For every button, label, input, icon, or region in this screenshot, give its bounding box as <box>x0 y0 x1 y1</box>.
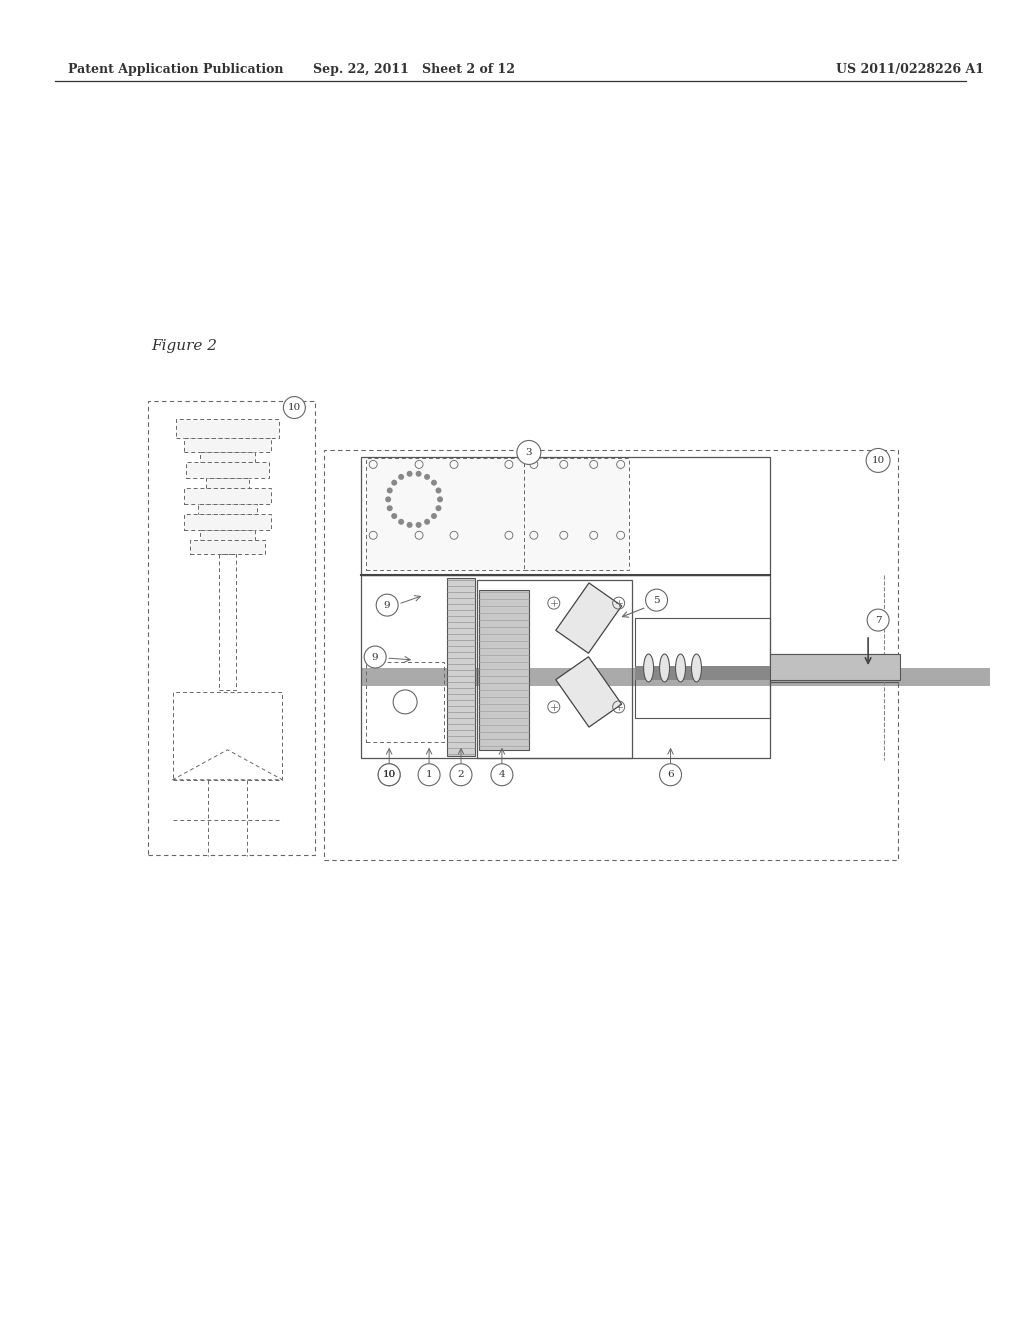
Bar <box>361 576 770 758</box>
Circle shape <box>424 474 430 480</box>
Text: 1: 1 <box>426 771 432 779</box>
Circle shape <box>517 441 541 465</box>
Bar <box>200 453 255 462</box>
Bar <box>361 458 770 576</box>
Ellipse shape <box>676 653 685 682</box>
Circle shape <box>867 609 889 631</box>
Circle shape <box>450 764 472 785</box>
Bar <box>477 581 632 758</box>
Polygon shape <box>556 583 622 653</box>
Circle shape <box>378 764 400 785</box>
Circle shape <box>416 471 422 477</box>
Text: 5: 5 <box>653 595 659 605</box>
Bar <box>183 488 271 504</box>
Text: US 2011/0228226 A1: US 2011/0228226 A1 <box>837 63 984 77</box>
Circle shape <box>385 496 391 503</box>
Circle shape <box>398 519 404 525</box>
Bar <box>183 438 271 453</box>
Text: Patent Application Publication: Patent Application Publication <box>68 63 284 77</box>
Circle shape <box>416 521 422 528</box>
Bar <box>367 458 561 570</box>
Text: 10: 10 <box>871 455 885 465</box>
Bar <box>367 663 444 742</box>
Circle shape <box>391 479 397 486</box>
Bar <box>183 515 271 531</box>
Bar <box>361 668 990 686</box>
Bar <box>479 590 528 750</box>
Bar <box>635 667 898 680</box>
Circle shape <box>411 496 418 503</box>
Text: 4: 4 <box>499 771 505 779</box>
Circle shape <box>435 506 441 511</box>
Circle shape <box>435 487 441 494</box>
Bar <box>147 400 315 854</box>
Circle shape <box>437 496 443 503</box>
Circle shape <box>387 487 393 494</box>
Text: 2: 2 <box>458 771 464 779</box>
Bar <box>198 504 257 515</box>
Bar <box>635 618 770 718</box>
Bar <box>200 531 255 540</box>
Circle shape <box>659 764 682 785</box>
Circle shape <box>391 513 397 519</box>
Circle shape <box>365 645 386 668</box>
Text: 9: 9 <box>384 601 390 610</box>
Circle shape <box>407 521 413 528</box>
Circle shape <box>376 594 398 616</box>
Ellipse shape <box>659 653 670 682</box>
Text: 10: 10 <box>383 771 396 779</box>
Circle shape <box>387 506 393 511</box>
Bar <box>206 478 250 488</box>
Circle shape <box>490 764 513 785</box>
Circle shape <box>424 519 430 525</box>
Bar <box>185 462 269 478</box>
Bar <box>176 418 280 438</box>
Bar <box>447 578 475 756</box>
Text: Sep. 22, 2011   Sheet 2 of 12: Sep. 22, 2011 Sheet 2 of 12 <box>313 63 515 77</box>
Circle shape <box>418 764 440 785</box>
Bar <box>218 554 237 690</box>
Text: 6: 6 <box>668 771 674 779</box>
Circle shape <box>284 396 305 418</box>
Text: 7: 7 <box>874 615 882 624</box>
Circle shape <box>431 513 437 519</box>
Bar <box>189 540 265 554</box>
Circle shape <box>431 479 437 486</box>
Text: 9: 9 <box>372 652 379 661</box>
Circle shape <box>866 449 890 473</box>
Polygon shape <box>556 657 622 727</box>
Bar <box>325 450 898 859</box>
Bar <box>770 653 900 680</box>
Text: 10: 10 <box>288 403 301 412</box>
Bar <box>524 458 629 570</box>
Text: 10: 10 <box>383 771 396 779</box>
Ellipse shape <box>644 653 653 682</box>
Circle shape <box>398 474 404 480</box>
Text: Figure 2: Figure 2 <box>152 339 218 352</box>
Circle shape <box>407 471 413 477</box>
Text: 3: 3 <box>525 447 532 457</box>
Circle shape <box>645 589 668 611</box>
Ellipse shape <box>691 653 701 682</box>
Circle shape <box>378 764 400 785</box>
Bar <box>173 692 283 780</box>
